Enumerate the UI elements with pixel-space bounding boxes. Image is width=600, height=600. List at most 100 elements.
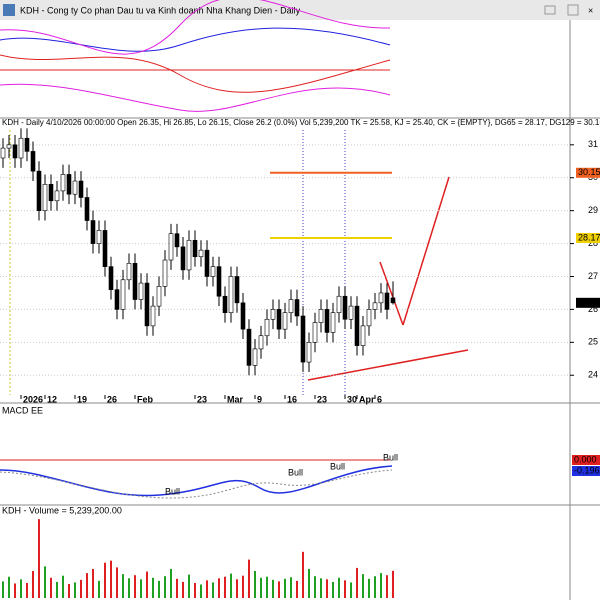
candle-body	[90, 220, 96, 244]
candle-body	[372, 302, 378, 310]
candle-body	[0, 147, 6, 159]
candle-body	[186, 239, 192, 271]
candle-body	[156, 286, 162, 307]
candle-body	[306, 342, 312, 363]
candle-body	[12, 144, 18, 159]
volume-bar	[164, 576, 166, 598]
osc-line	[0, 0, 391, 55]
volume-bar	[362, 574, 364, 598]
volume-bar	[62, 575, 64, 598]
candle-body	[384, 292, 390, 310]
y-tick-label: 24	[588, 370, 598, 380]
close-tag	[576, 297, 600, 308]
volume-bar	[236, 579, 238, 598]
volume-bar	[290, 577, 292, 598]
volume-bar	[56, 581, 58, 598]
volume-bar	[356, 567, 358, 598]
candle-body	[24, 137, 30, 152]
candle-body	[192, 239, 198, 258]
y-tick-label: 27	[588, 271, 598, 281]
volume-bar	[20, 579, 22, 598]
volume-bar	[302, 551, 304, 598]
macd-label: 0.000	[574, 454, 597, 464]
x-tick-label: Apr	[359, 394, 375, 404]
x-tick-label: 23	[317, 394, 327, 404]
minimize-button[interactable]	[544, 5, 556, 15]
macd-tag	[572, 455, 600, 465]
candle-body	[60, 174, 66, 192]
maximize-button[interactable]	[567, 4, 579, 16]
volume-bar	[44, 566, 46, 598]
volume-bar	[308, 568, 310, 598]
candle-body	[18, 137, 24, 159]
volume-bar	[8, 576, 10, 598]
x-tick-label: 19	[77, 394, 87, 404]
candle-body	[54, 190, 60, 202]
macd-annotation: Bull	[165, 486, 180, 496]
volume-bar	[248, 559, 250, 598]
candle-body	[132, 263, 138, 300]
candle-body	[180, 246, 186, 271]
macd-tag	[572, 466, 600, 476]
volume-bar	[380, 573, 382, 598]
volume-bar	[152, 577, 154, 598]
candle-body	[222, 295, 228, 314]
candle-body	[96, 230, 102, 244]
volume-bar	[32, 571, 34, 598]
candle-body	[240, 302, 246, 330]
volume-bar	[194, 582, 196, 598]
macd-title: MACD EE	[2, 405, 43, 415]
candle-body	[252, 348, 258, 366]
app-icon	[3, 4, 15, 16]
volume-bar	[2, 581, 4, 598]
volume-bar	[344, 580, 346, 598]
candle-body	[168, 233, 174, 261]
candle-body	[84, 197, 90, 221]
candle-body	[282, 312, 288, 330]
volume-bar	[260, 577, 262, 598]
volume-bar	[272, 579, 274, 598]
oscillator-panel	[0, 0, 600, 119]
candle-body	[216, 266, 222, 297]
volume-bar	[140, 579, 142, 598]
candle-body	[198, 249, 204, 258]
volume-bar	[182, 581, 184, 598]
volume-bar	[350, 582, 352, 598]
volume-bar	[386, 575, 388, 598]
candle-body	[42, 184, 48, 211]
osc-line	[0, 83, 391, 112]
volume-bar	[38, 519, 40, 598]
candle-body	[210, 266, 216, 277]
candle-body	[336, 295, 342, 314]
candle-body	[138, 282, 144, 300]
candle-body	[246, 328, 252, 366]
volume-bar	[134, 575, 136, 598]
volume-bar	[224, 576, 226, 598]
volume-bar	[74, 582, 76, 598]
volume-bar	[266, 576, 268, 598]
candle-body	[348, 305, 354, 320]
volume-bar	[320, 578, 322, 598]
volume-bar	[332, 581, 334, 598]
close-label: 26.2	[578, 297, 596, 307]
close-button[interactable]: ×	[588, 5, 593, 15]
candle-body	[276, 309, 282, 330]
candle-body	[120, 279, 126, 310]
x-tick-label: 16	[287, 394, 297, 404]
volume-bar	[278, 581, 280, 598]
title-bar	[0, 0, 600, 20]
volume-bar	[146, 571, 148, 598]
volume-bar	[80, 579, 82, 598]
level-label: 30.15	[578, 167, 600, 177]
level-label: 28.17	[578, 232, 600, 242]
trend-line	[307, 349, 469, 381]
volume-title: KDH - Volume = 5,239,200.00	[2, 505, 122, 515]
macd-annotation: Bull	[383, 452, 398, 462]
candle-body	[330, 312, 336, 333]
volume-bar	[50, 577, 52, 598]
volume-bar	[218, 578, 220, 598]
candle-body	[300, 315, 306, 363]
volume-bar	[92, 568, 94, 598]
volume-bar	[326, 579, 328, 598]
candle-body	[78, 180, 84, 198]
